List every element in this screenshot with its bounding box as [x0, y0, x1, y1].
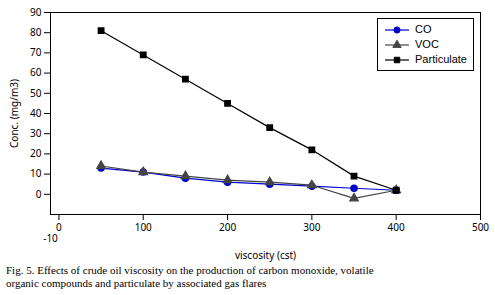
svg-text:80: 80 — [30, 25, 42, 39]
svg-text:50: 50 — [30, 86, 42, 100]
svg-text:30: 30 — [30, 126, 42, 140]
svg-text:200: 200 — [219, 220, 236, 234]
svg-text:100: 100 — [135, 220, 152, 234]
svg-text:300: 300 — [303, 220, 320, 234]
html-text:Fig. 5. Effects of crude oil v: Fig. 5. Effects of crude oil viscosity o… — [6, 264, 374, 276]
svg-text:0: 0 — [36, 187, 42, 201]
svg-text:Conc. (mg/m3): Conc. (mg/m3) — [7, 79, 21, 148]
svg-text:60: 60 — [30, 65, 42, 79]
html-text:CO: CO — [415, 23, 432, 35]
html-text:Particulate: Particulate — [415, 53, 467, 65]
svg-text:70: 70 — [30, 45, 42, 59]
svg-text:-10: -10 — [43, 231, 58, 245]
html-text:VOC: VOC — [415, 38, 439, 50]
svg-text:0: 0 — [56, 219, 62, 234]
svg-text:viscosity (cst): viscosity (cst) — [235, 248, 296, 262]
svg-text:20: 20 — [30, 146, 42, 160]
svg-text:40: 40 — [30, 106, 42, 120]
svg-text:400: 400 — [388, 220, 405, 234]
svg-text:10: 10 — [30, 166, 42, 180]
svg-text:500: 500 — [472, 220, 489, 234]
svg-text:90: 90 — [30, 5, 42, 19]
html-text:organic compounds and particul: organic compounds and particulate by ass… — [6, 277, 267, 289]
